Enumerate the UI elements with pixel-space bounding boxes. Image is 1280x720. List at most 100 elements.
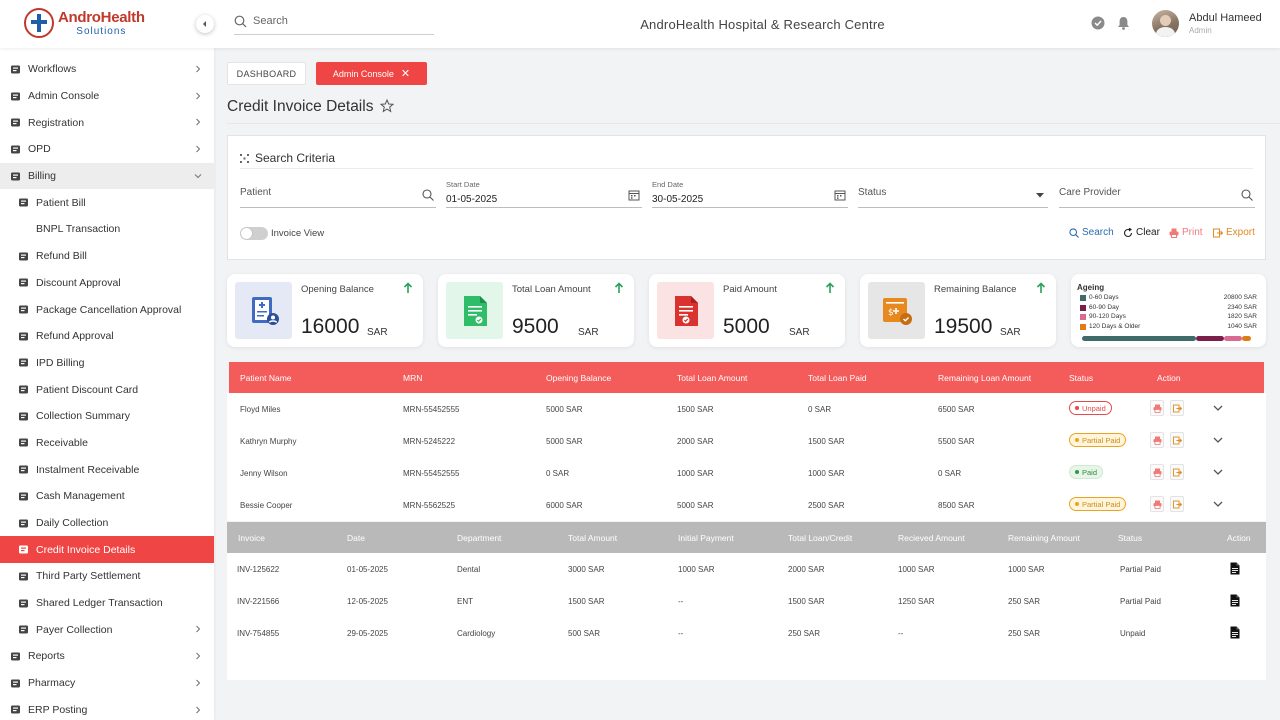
chevron-down-icon[interactable] <box>1212 402 1224 414</box>
sidebar-item-ipd-billing[interactable]: IPD Billing <box>0 350 214 377</box>
close-icon[interactable]: ✕ <box>400 68 411 80</box>
care-provider-field[interactable]: Care Provider <box>1059 183 1255 208</box>
sidebar-item-registration[interactable]: Registration <box>0 109 214 136</box>
sidebar-item-third-party-settlement[interactable]: Third Party Settlement <box>0 563 214 590</box>
sidebar-item-discount-approval[interactable]: Discount Approval <box>0 270 214 297</box>
table-row[interactable]: Kathryn Murphy MRN-5245222 5000 SAR 2000 SA… <box>227 425 1266 457</box>
sidebar-item-erp-posting[interactable]: ERP Posting <box>0 697 214 720</box>
col-total-loan-credit: Total Loan/Credit <box>788 533 853 543</box>
search-button-label: Search <box>1082 227 1114 238</box>
document-icon[interactable] <box>1230 562 1240 575</box>
stat-title: Total Loan Amount <box>512 284 591 295</box>
patient-field[interactable]: Patient <box>240 183 436 208</box>
chevron-down-icon[interactable] <box>1212 466 1224 478</box>
sidebar-item-refund-approval[interactable]: Refund Approval <box>0 323 214 350</box>
table-row[interactable]: Floyd Miles MRN-55452555 5000 SAR 1500 SAR 0… <box>227 393 1266 425</box>
sidebar-item-billing[interactable]: Billing <box>0 162 214 190</box>
print-row-button[interactable] <box>1150 432 1164 448</box>
global-search <box>234 8 434 35</box>
end-date-field[interactable]: End Date 30-05-2025 <box>652 180 848 208</box>
star-icon[interactable] <box>380 99 394 113</box>
search-icon[interactable] <box>422 189 434 201</box>
sidebar-item-opd[interactable]: OPD <box>0 136 214 163</box>
export-row-button[interactable] <box>1170 496 1184 512</box>
sidebar-item-patient-discount-card[interactable]: Patient Discount Card <box>0 376 214 403</box>
sidebar-item-bnpl-transaction[interactable]: BNPL Transaction <box>0 216 214 243</box>
sidebar-item-label: Refund Approval <box>36 330 114 343</box>
document-icon[interactable] <box>1230 594 1240 607</box>
col-action: Action <box>1227 533 1251 543</box>
sidebar-item-receivable[interactable]: Receivable <box>0 430 214 457</box>
verified-button[interactable] <box>1091 16 1105 30</box>
printer-icon <box>1169 228 1178 238</box>
sidebar-item-patient-bill[interactable]: Patient Bill <box>0 189 214 216</box>
print-row-button[interactable] <box>1150 400 1164 416</box>
stat-currency: SAR <box>1000 327 1021 338</box>
export-row-button[interactable] <box>1170 400 1184 416</box>
chevron-right-icon <box>194 65 202 73</box>
chevron-down-icon[interactable] <box>1212 434 1224 446</box>
cell-mrn: MRN-5245222 <box>403 437 456 446</box>
stat-card-opening-balance: Opening Balance 16000 SAR <box>227 274 423 347</box>
table-row[interactable]: Bessie Cooper MRN-5562525 6000 SAR 5000 SAR… <box>227 489 1266 521</box>
sidebar-item-package-cancellation-approval[interactable]: Package Cancellation Approval <box>0 296 214 323</box>
calendar-icon[interactable] <box>834 189 846 201</box>
sidebar-item-refund-bill[interactable]: Refund Bill <box>0 243 214 270</box>
sidebar-item-credit-invoice-details[interactable]: Credit Invoice Details <box>0 536 214 564</box>
export-row-button[interactable] <box>1170 464 1184 480</box>
sidebar-item-label: Collection Summary <box>36 410 130 423</box>
sidebar-item-payer-collection[interactable]: Payer Collection <box>0 616 214 643</box>
sidebar-item-label: Pharmacy <box>28 677 76 690</box>
table-row[interactable]: INV-221566 12-05-2025 ENT 1500 SAR -- 1500 SA… <box>227 585 1266 617</box>
table-row[interactable]: INV-125622 01-05-2025 Dental 3000 SAR 1000 S… <box>227 553 1266 585</box>
notifications-button[interactable] <box>1116 16 1130 30</box>
sidebar-item-cash-management[interactable]: Cash Management <box>0 483 214 510</box>
tab-dashboard[interactable]: DASHBOARD <box>227 62 306 85</box>
sidebar-item-instalment-receivable[interactable]: Instalment Receivable <box>0 456 214 483</box>
print-button[interactable]: Print <box>1168 227 1203 238</box>
start-date-field[interactable]: Start Date 01-05-2025 <box>446 180 642 208</box>
patient-label: Patient <box>240 187 272 198</box>
ageing-value: 1820 SAR <box>1227 313 1257 321</box>
invoice-view-toggle[interactable] <box>240 227 268 240</box>
clear-button[interactable]: Clear <box>1122 227 1160 238</box>
tab-admin-console[interactable]: Admin Console ✕ <box>316 62 427 85</box>
chevron-down-icon[interactable] <box>1212 498 1224 510</box>
status-badge: Paid <box>1069 465 1104 479</box>
status-select[interactable]: Status <box>858 183 1048 208</box>
brand-logo[interactable]: AndroHealth Solutions <box>24 8 145 38</box>
print-row-button[interactable] <box>1150 496 1164 512</box>
global-search-input[interactable] <box>253 15 423 27</box>
sidebar-item-daily-collection[interactable]: Daily Collection <box>0 510 214 537</box>
arrow-up-icon <box>1036 282 1046 293</box>
chevron-right-icon <box>194 625 202 633</box>
col-remaining-amount: Remaining Amount <box>1008 533 1080 543</box>
sidebar-item-label: Admin Console <box>28 90 100 103</box>
user-name[interactable]: Abdul Hameed <box>1189 12 1262 24</box>
search-button[interactable]: Search <box>1068 227 1114 238</box>
table-row[interactable]: Jenny Wilson MRN-55452555 0 SAR 1000 SAR 100… <box>227 457 1266 489</box>
ageing-value: 20800 SAR <box>1223 294 1257 301</box>
cell-mrn: MRN-5562525 <box>403 501 456 510</box>
export-button[interactable]: Export <box>1212 227 1255 238</box>
avatar[interactable] <box>1152 10 1179 37</box>
document-icon[interactable] <box>1230 626 1240 639</box>
search-icon[interactable] <box>1241 189 1253 201</box>
print-row-button[interactable] <box>1150 464 1164 480</box>
legend-swatch <box>1080 314 1086 321</box>
stat-card-remaining-balance: $ Remaining Balance 19500 SAR <box>860 274 1056 347</box>
care-provider-label: Care Provider <box>1059 187 1121 198</box>
sidebar-item-workflows[interactable]: Workflows <box>0 56 214 83</box>
ageing-label: 0-60 Days <box>1089 294 1119 301</box>
export-row-button[interactable] <box>1170 432 1184 448</box>
sidebar-item-shared-ledger-transaction[interactable]: Shared Ledger Transaction <box>0 590 214 617</box>
sidebar-item-pharmacy[interactable]: Pharmacy <box>0 670 214 697</box>
calendar-icon[interactable] <box>628 189 640 201</box>
sidebar-item-collection-summary[interactable]: Collection Summary <box>0 403 214 430</box>
collapse-sidebar-button[interactable] <box>196 15 214 33</box>
sidebar-item-reports[interactable]: Reports <box>0 643 214 670</box>
sidebar-item-admin-console[interactable]: Admin Console <box>0 83 214 110</box>
table-row[interactable]: INV-754855 29-05-2025 Cardiology 500 SAR -- 2… <box>227 617 1266 649</box>
cell-loan: 2000 SAR <box>788 565 825 574</box>
sidebar-item-label: Discount Approval <box>36 276 121 289</box>
